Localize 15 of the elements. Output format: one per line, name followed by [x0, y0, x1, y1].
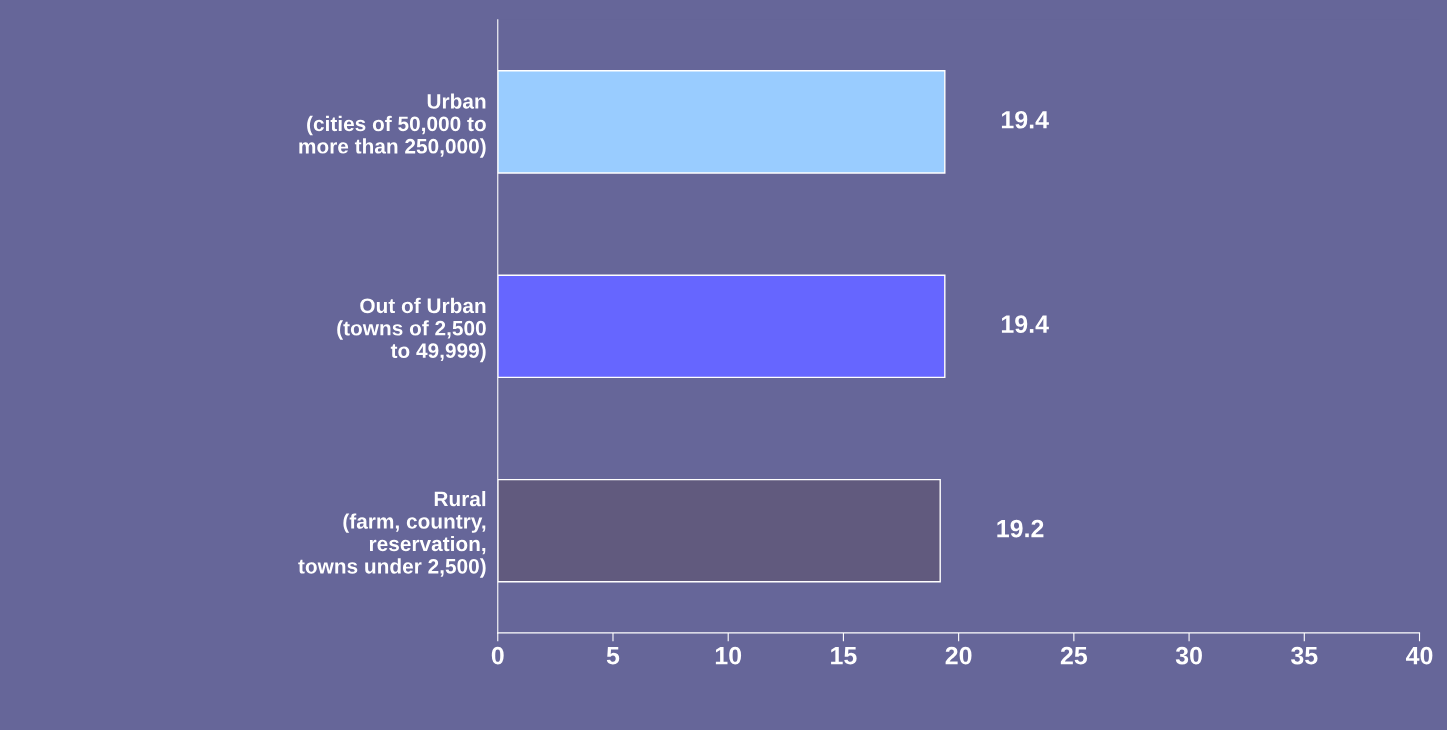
y-tick-label: Urban (cities of 50,000 to more than 250,000): [299, 93, 486, 158]
x-tick-label: 25: [1060, 646, 1088, 665]
y-tick-label: Out of Urban (towns of 2,500 to 49,999): [337, 297, 486, 363]
data-label: 19.4: [1001, 315, 1049, 334]
x-tick-label: 40: [1405, 646, 1433, 665]
x-tick-label: 15: [831, 647, 857, 665]
x-tick-label: 35: [1290, 646, 1318, 665]
x-tick-label: 10: [715, 646, 742, 665]
data-label: 19.2: [997, 519, 1044, 538]
x-tick-label: 5: [606, 647, 620, 665]
x-tick-label: 20: [945, 646, 972, 665]
x-tick-label: 30: [1175, 646, 1202, 665]
y-tick-label: Rural (farm, country, reservation, towns under 2,500): [298, 491, 486, 578]
data-label: 19.4: [1001, 110, 1049, 129]
x-tick-label: 0: [491, 646, 504, 665]
